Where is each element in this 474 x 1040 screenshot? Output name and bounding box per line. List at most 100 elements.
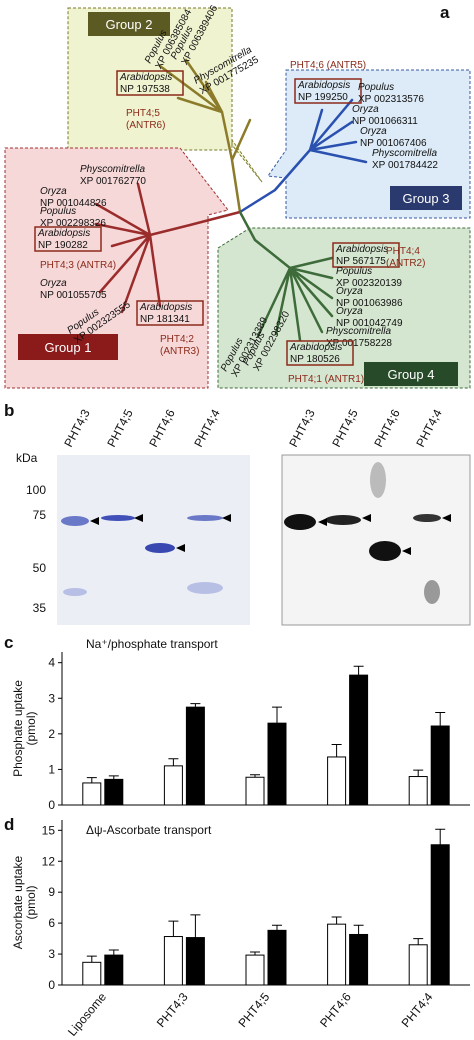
lane-label: PHT4;5	[329, 407, 361, 450]
y-tick-label: 2	[48, 727, 55, 741]
species: Oryza	[352, 104, 379, 115]
marker-label: 50	[33, 561, 47, 575]
accession: XP 001762770	[80, 176, 146, 187]
species: Populus	[40, 206, 76, 217]
band	[284, 514, 316, 530]
panel-label: b	[4, 401, 14, 420]
bar	[430, 725, 450, 806]
error-bar	[435, 711, 446, 727]
leaf-box	[34, 226, 102, 252]
species: Arabidopsis	[139, 302, 192, 313]
species: Physcomitrella	[326, 326, 391, 337]
lane-label: PHT4;3	[61, 407, 93, 450]
lane-label: PHT4;6	[371, 407, 403, 450]
y-tick-label: 9	[48, 885, 55, 899]
species: Oryza	[360, 126, 387, 137]
band	[413, 514, 441, 522]
bar	[104, 778, 124, 806]
species: Arabidopsis	[297, 80, 350, 91]
error-bar	[331, 916, 342, 925]
y-tick-label: 6	[48, 916, 55, 930]
leaf-box	[294, 78, 362, 104]
bar	[408, 776, 428, 806]
accession: NP 180526	[290, 354, 340, 365]
group-label: Group 3	[403, 191, 450, 206]
bar	[349, 933, 369, 986]
accession: NP 001066311	[352, 116, 418, 127]
gene-name: (ANTR6)	[126, 120, 165, 131]
accession: NP 001055705	[40, 290, 107, 301]
y-tick-label: 15	[42, 823, 56, 837]
bar	[327, 756, 347, 806]
gene-name: (ANTR3)	[160, 346, 199, 357]
bar	[245, 776, 265, 806]
accession: XP 002313576	[358, 94, 424, 105]
bar	[185, 706, 205, 806]
error-bar	[250, 951, 260, 956]
group-label-box	[18, 334, 118, 360]
lane-label: PHT4;3	[286, 407, 318, 450]
error-bar	[190, 703, 201, 708]
accession: XP 001758228	[326, 338, 392, 349]
y-axis-label: (pmol)	[24, 711, 38, 745]
accession: XP 001784422	[372, 160, 438, 171]
panel-label: c	[4, 633, 13, 652]
species: Arabidopsis	[37, 228, 90, 239]
y-tick-label: 0	[48, 978, 55, 992]
species: Physcomitrella	[372, 148, 437, 159]
chart-title: Δψ-Ascorbate transport	[86, 823, 212, 837]
error-bar	[413, 769, 424, 777]
species: Populus	[358, 82, 394, 93]
group-4-box	[217, 227, 471, 389]
gene-name: PHT4;1 (ANTR1)	[288, 374, 364, 385]
branch-group-1	[94, 182, 242, 314]
error-bar	[272, 706, 282, 724]
leaf-box	[116, 70, 184, 96]
group-3-box	[267, 69, 471, 219]
group-label: Group 4	[388, 367, 435, 382]
group-label-box	[364, 362, 458, 386]
y-tick-label: 4	[48, 656, 55, 670]
error-bar	[353, 665, 364, 676]
y-tick-label: 12	[42, 854, 56, 868]
species: Oryza	[336, 306, 363, 317]
bar	[267, 722, 287, 806]
lane-label: PHT4;5	[104, 407, 136, 450]
branch-group-3	[238, 98, 368, 214]
error-bar	[86, 777, 97, 783]
bar	[267, 929, 287, 986]
error-bar	[190, 914, 201, 938]
gene-name: PHT4;6 (ANTR5)	[290, 60, 366, 71]
bar	[82, 961, 102, 986]
group-label: Group 2	[106, 17, 153, 32]
species: Arabidopsis	[289, 342, 342, 353]
x-tick-label: PHT4;5	[235, 990, 272, 1030]
bar	[430, 844, 450, 986]
y-tick-label: 3	[48, 691, 55, 705]
lane-label: PHT4;6	[146, 407, 178, 450]
y-tick-label: 3	[48, 947, 55, 961]
band	[187, 582, 223, 594]
y-axis-label: Phosphate uptake	[11, 680, 25, 777]
group-label: Group 1	[45, 340, 92, 355]
error-bar	[86, 955, 97, 963]
y-axis-label: (pmol)	[24, 885, 38, 919]
x-tick-label: PHT4;6	[317, 990, 354, 1030]
band	[325, 515, 361, 525]
error-bar	[435, 828, 446, 845]
leaf-box	[332, 242, 400, 268]
bar	[245, 954, 265, 986]
accession: NP 567175	[336, 256, 386, 267]
accession: NP 199250	[298, 92, 348, 103]
y-tick-label: 1	[48, 762, 55, 776]
branch-group-4	[238, 210, 334, 342]
